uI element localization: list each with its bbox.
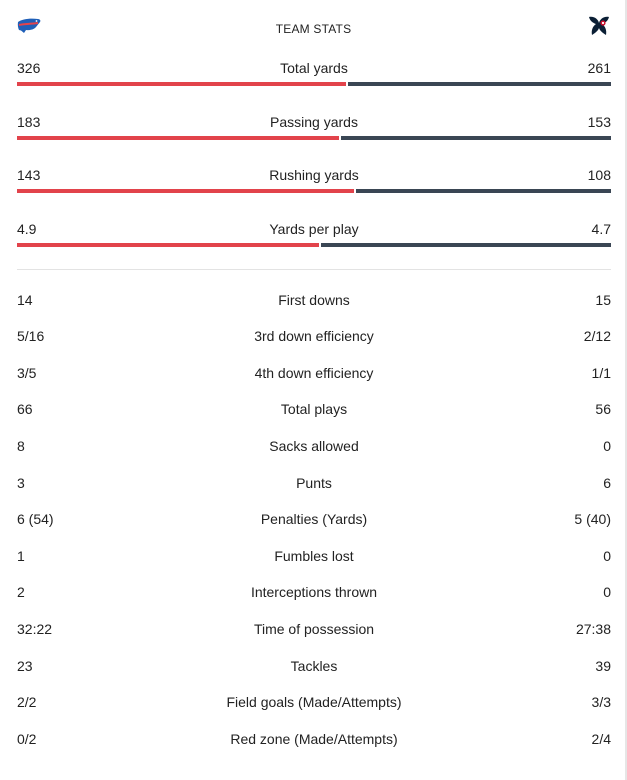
right-team-value: 2/12 (583, 328, 611, 344)
right-team-value: 261 (587, 60, 611, 76)
comparison-bar (17, 243, 611, 247)
stat-row: 0/2 Red zone (Made/Attempts) 2/4 (17, 731, 611, 751)
left-team-value: 14 (17, 292, 33, 308)
left-team-bar (17, 243, 319, 247)
section-title: TEAM STATS (275, 22, 352, 36)
right-team-value: 39 (595, 658, 611, 674)
stat-bar-row: 4.9 Yards per play 4.7 (17, 221, 611, 261)
comparison-bar (17, 82, 611, 86)
left-team-value: 32:22 (17, 621, 53, 637)
right-team-value: 0 (603, 438, 611, 454)
left-team-value: 23 (17, 658, 33, 674)
stat-row: 32:22 Time of possession 27:38 (17, 621, 611, 641)
stat-row: 1 Fumbles lost 0 (17, 548, 611, 568)
stat-row: 6 (54) Penalties (Yards) 5 (40) (17, 511, 611, 531)
stat-label: 3rd down efficiency (254, 328, 374, 344)
stat-label: Fumbles lost (274, 548, 354, 564)
stat-label: Interceptions thrown (250, 584, 378, 600)
stat-label: Total plays (280, 401, 348, 417)
right-team-value: 6 (603, 475, 611, 491)
right-team-value: 153 (587, 114, 611, 130)
stat-label: Tackles (290, 658, 338, 674)
comparison-bar (17, 189, 611, 193)
left-team-bar (17, 189, 354, 193)
right-team-bar (356, 189, 611, 193)
stat-label: 4th down efficiency (254, 365, 374, 381)
stat-label: Passing yards (270, 114, 358, 130)
stat-row: 8 Sacks allowed 0 (17, 438, 611, 458)
stat-label: Yards per play (269, 221, 359, 237)
stat-bar-row: 326 Total yards 261 (17, 60, 611, 100)
team-stats-header: TEAM STATS (0, 14, 627, 42)
right-team-bar (348, 82, 611, 86)
right-team-bar (321, 243, 611, 247)
section-divider (17, 269, 611, 270)
right-team-value: 56 (595, 401, 611, 417)
left-team-value: 4.9 (17, 221, 37, 237)
right-team-value: 1/1 (591, 365, 611, 381)
stat-label: Total yards (280, 60, 348, 76)
stat-label: Field goals (Made/Attempts) (226, 694, 402, 710)
left-team-value: 6 (54) (17, 511, 54, 527)
left-team-value: 2/2 (17, 694, 37, 710)
stat-label: Time of possession (253, 621, 375, 637)
left-team-value: 3/5 (17, 365, 37, 381)
stat-label: First downs (278, 292, 350, 308)
left-team-bar (17, 82, 346, 86)
stat-label: Red zone (Made/Attempts) (230, 731, 398, 747)
left-team-value: 143 (17, 167, 41, 183)
right-team-value: 3/3 (591, 694, 611, 710)
stat-row: 14 First downs 15 (17, 292, 611, 312)
panel-edge (625, 0, 627, 780)
left-team-value: 3 (17, 475, 25, 491)
bills-logo-icon (16, 16, 42, 36)
left-team-value: 66 (17, 401, 33, 417)
stat-row: 2 Interceptions thrown 0 (17, 584, 611, 604)
left-team-value: 2 (17, 584, 25, 600)
stat-row: 23 Tackles 39 (17, 658, 611, 678)
right-team-value: 0 (603, 548, 611, 564)
stat-bar-row: 183 Passing yards 153 (17, 114, 611, 154)
left-team-value: 326 (17, 60, 41, 76)
right-team-value: 2/4 (591, 731, 611, 747)
right-team-value: 108 (587, 167, 611, 183)
stat-label: Penalties (Yards) (260, 511, 368, 527)
comparison-bar (17, 136, 611, 140)
left-team-value: 5/16 (17, 328, 45, 344)
left-team-value: 8 (17, 438, 25, 454)
right-team-value: 15 (595, 292, 611, 308)
stat-label: Rushing yards (269, 167, 359, 183)
stat-row: 3 Punts 6 (17, 475, 611, 495)
stat-label: Sacks allowed (269, 438, 359, 454)
stat-label: Punts (296, 475, 332, 491)
left-team-value: 0/2 (17, 731, 37, 747)
stat-row: 5/16 3rd down efficiency 2/12 (17, 328, 611, 348)
stat-row: 66 Total plays 56 (17, 401, 611, 421)
stat-bar-row: 143 Rushing yards 108 (17, 167, 611, 207)
stat-row: 2/2 Field goals (Made/Attempts) 3/3 (17, 694, 611, 714)
left-team-bar (17, 136, 339, 140)
left-team-value: 183 (17, 114, 41, 130)
right-team-value: 0 (603, 584, 611, 600)
right-team-value: 4.7 (591, 221, 611, 237)
right-team-bar (341, 136, 611, 140)
right-team-value: 27:38 (575, 621, 611, 637)
stat-row: 3/5 4th down efficiency 1/1 (17, 365, 611, 385)
left-team-value: 1 (17, 548, 25, 564)
texans-logo-icon (586, 14, 612, 38)
right-team-value: 5 (40) (574, 511, 611, 527)
